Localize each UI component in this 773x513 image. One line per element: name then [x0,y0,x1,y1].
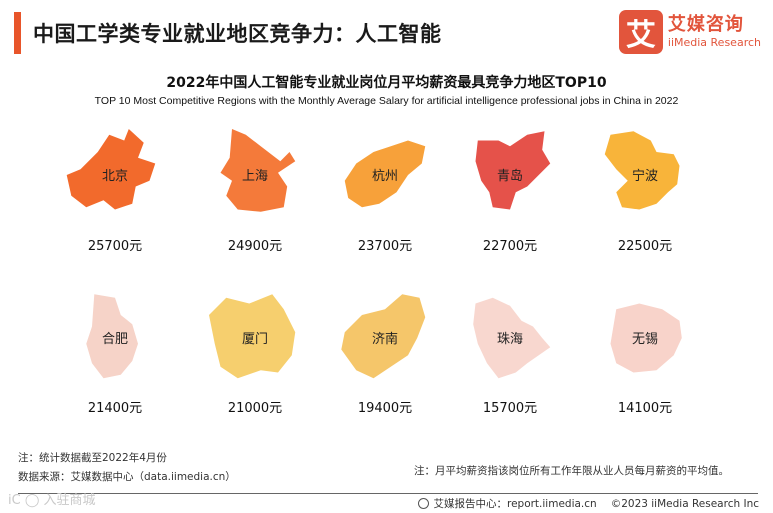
region-label: 济南 [372,331,398,347]
title-bar: 中国工学类专业就业地区竞争力：人工智能 [14,12,442,54]
chart-subtitle: TOP 10 Most Competitive Regions with the… [94,95,679,107]
region-value-label: 19400元 [358,401,412,416]
region-label: 合肥 [102,332,128,347]
watermark: iC ◯ 入驻商城 [8,493,96,508]
footer-divider [18,493,758,494]
region-value-label: 25700元 [88,239,142,254]
region-shape [341,294,426,379]
region-shape [344,140,426,208]
chart-title: 2022年中国人工智能专业就业岗位月平均薪资最具竞争力地区TOP10 [166,75,607,91]
logo-text: 艾媒咨询 iiMedia Research [668,14,761,50]
region-map-7 [209,294,296,379]
region-map-4 [475,131,551,210]
region-shape [66,129,156,210]
region-map-1 [66,129,156,210]
footnote-date: 注：统计数据截至2022年4月份 [18,452,167,464]
region-map-3 [344,140,426,208]
data-source: 数据来源：艾媒数据中心（data.iimedia.cn） [18,471,236,483]
region-label: 无锡 [632,332,658,347]
title-accent-bar [14,12,21,54]
globe-icon [418,498,430,509]
region-shape [610,303,682,373]
region-map-5 [604,131,680,210]
region-value-label: 21000元 [228,401,282,416]
logo-en: iiMedia Research [667,36,761,49]
region-map-6 [86,294,138,379]
region-value-label: 15700元 [483,401,537,416]
iimedia-logo: 艾 艾媒咨询 iiMedia Research [618,10,761,54]
region-map-9 [473,297,551,379]
region-label: 珠海 [497,332,523,347]
region-shape [473,297,551,379]
region-map-8 [341,294,426,379]
copyright: ©2023 iiMedia Research Inc [610,497,759,510]
region-shape [220,129,296,212]
region-value-label: 22700元 [483,239,537,254]
logo-cn: 艾媒咨询 [667,14,744,35]
region-label: 宁波 [632,168,658,184]
region-label: 上海 [242,169,268,184]
region-label: 厦门 [242,332,268,347]
bottom-bar: 艾媒报告中心：report.iimedia.cn ©2023 iiMedia R… [418,496,759,511]
region-value-label: 21400元 [88,401,142,416]
region-value-label: 22500元 [618,239,672,254]
region-label: 杭州 [372,169,398,184]
region-label: 北京 [102,169,128,184]
region-label: 青岛 [497,168,523,184]
region-value-label: 23700元 [358,239,412,254]
report-center-link[interactable]: 艾媒报告中心：report.iimedia.cn [433,498,597,510]
region-map-2 [220,129,296,212]
region-value-label: 24900元 [228,239,282,254]
region-map-10 [610,303,682,373]
region-shape [604,131,680,210]
region-value-label: 14100元 [618,401,672,416]
page-title: 中国工学类专业就业地区竞争力：人工智能 [33,22,442,46]
footnote-definition: 注：月平均薪资指该岗位所有工作年限从业人员每月薪资的平均值。 [414,465,729,477]
region-shape [209,294,296,379]
logo-mark: 艾 [618,10,663,54]
region-shape [475,131,551,210]
region-shape [86,294,138,379]
